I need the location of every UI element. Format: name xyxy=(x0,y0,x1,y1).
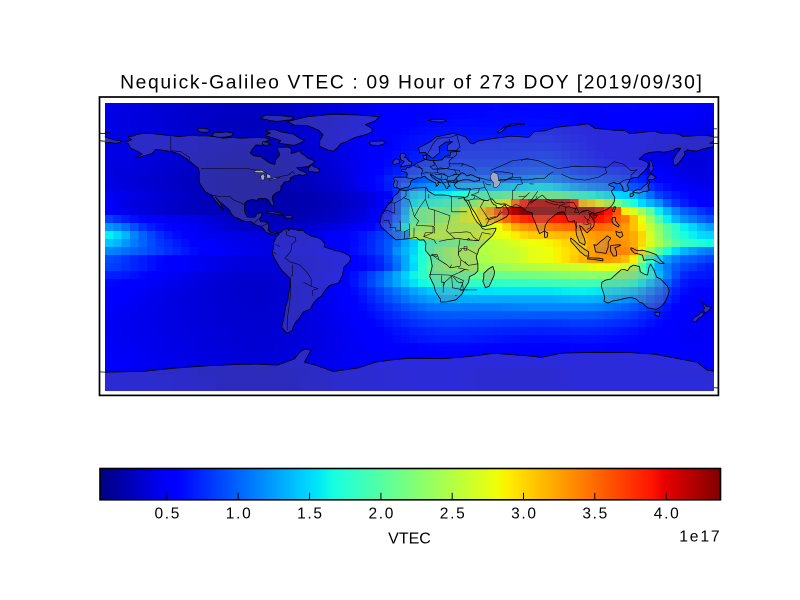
svg-text:VTEC: VTEC xyxy=(388,530,431,547)
svg-text:1.0: 1.0 xyxy=(226,506,253,523)
svg-text:0.5: 0.5 xyxy=(154,506,181,523)
svg-text:Nequick-Galileo VTEC : 09 Hour: Nequick-Galileo VTEC : 09 Hour of 273 DO… xyxy=(120,73,703,94)
svg-text:3.5: 3.5 xyxy=(582,506,609,523)
svg-text:3.0: 3.0 xyxy=(511,506,538,523)
svg-text:1.5: 1.5 xyxy=(297,506,324,523)
svg-text:1e17: 1e17 xyxy=(679,528,721,545)
svg-text:2.0: 2.0 xyxy=(368,506,395,523)
svg-text:2.5: 2.5 xyxy=(440,506,467,523)
svg-text:4.0: 4.0 xyxy=(654,506,681,523)
